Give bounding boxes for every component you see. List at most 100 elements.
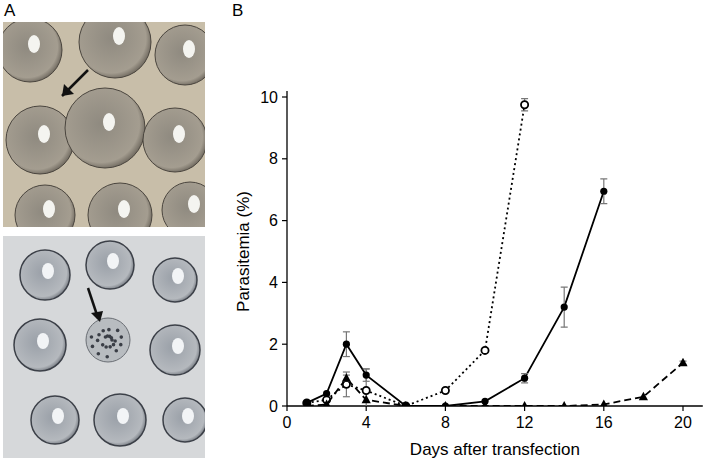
y-tick-label: 10 (260, 89, 278, 106)
error-bar-cap (363, 368, 370, 369)
cell-highlight (117, 408, 129, 424)
merozoite (105, 355, 109, 359)
data-point (322, 399, 331, 406)
y-tick-label: 4 (269, 274, 278, 291)
x-axis-label: Days after transfection (410, 440, 580, 459)
cell (86, 241, 134, 289)
micrograph-bottom (3, 236, 207, 458)
data-point (521, 375, 528, 382)
error-bar-cap (343, 396, 350, 397)
y-tick (282, 158, 287, 159)
error-bar-cap (521, 382, 528, 383)
figure: AB0481216200246810Days after transfectio… (0, 0, 709, 468)
cell-highlight (172, 268, 184, 284)
data-point (639, 392, 648, 401)
cell (94, 394, 146, 446)
y-tick-label: 6 (269, 212, 278, 229)
error-bar-cap (343, 331, 350, 332)
error-bar-cap (363, 381, 370, 382)
cell-highlight (28, 35, 40, 53)
merozoite (112, 343, 116, 347)
cell (65, 88, 145, 168)
cell-highlight (38, 125, 50, 143)
merozoite (101, 343, 105, 347)
cell-highlight (172, 338, 184, 354)
cell (163, 398, 205, 442)
data-point (323, 390, 330, 397)
x-tick-label: 20 (674, 414, 692, 431)
x-tick (445, 406, 446, 411)
data-point (401, 401, 410, 406)
cell-highlight (182, 408, 194, 424)
y-tick-label: 8 (269, 150, 278, 167)
cell-highlight (43, 200, 55, 218)
y-tick (282, 282, 287, 283)
error-bar-cap (600, 178, 607, 179)
data-point (678, 358, 687, 367)
cell-highlight (52, 408, 64, 424)
error-bar-cap (521, 373, 528, 374)
cell-highlight (183, 40, 195, 58)
cell (20, 250, 70, 300)
arrow-head (91, 311, 103, 322)
cell-highlight (188, 195, 200, 213)
merozoite (104, 345, 108, 349)
merozoite (91, 345, 95, 349)
data-point (363, 372, 370, 379)
cell (88, 183, 152, 227)
y-tick (282, 405, 287, 406)
cell-highlight (37, 333, 49, 349)
x-tick (366, 406, 367, 411)
x-tick-label: 0 (283, 414, 292, 431)
merozoite (96, 339, 100, 343)
cell (14, 319, 66, 371)
error-bar (521, 99, 528, 111)
x-tick (524, 406, 525, 411)
x-tick-label: 16 (595, 414, 613, 431)
cell-highlight (118, 200, 130, 218)
data-point (600, 188, 607, 195)
cell-highlight (173, 125, 185, 143)
y-tick-label: 2 (269, 336, 278, 353)
x-tick-label: 12 (516, 414, 534, 431)
data-point (363, 387, 370, 394)
y-axis (286, 91, 287, 406)
cell-highlight (113, 27, 125, 45)
data-point (560, 401, 569, 406)
data-point (442, 387, 449, 394)
y-tick-label: 0 (269, 398, 278, 415)
error-bar (600, 179, 607, 204)
error-bar (521, 374, 528, 383)
series-line (307, 363, 683, 406)
merozoite (119, 335, 123, 339)
cell (3, 22, 62, 82)
error-bar-cap (343, 356, 350, 357)
schizont (86, 318, 130, 362)
panel-label: B (232, 1, 243, 20)
axes: 0481216200246810 (260, 89, 703, 432)
data-point (481, 347, 488, 354)
data-point (480, 401, 489, 406)
cell (150, 325, 200, 375)
cell (153, 258, 197, 302)
error-bar-cap (561, 327, 568, 328)
y-axis-label: Parasitemia (%) (234, 191, 253, 312)
data-point (521, 101, 528, 108)
y-tick (282, 220, 287, 221)
x-tick-label: 8 (441, 414, 450, 431)
merozoite (119, 343, 123, 347)
panel-label: A (4, 1, 16, 20)
cell (162, 182, 205, 227)
merozoite (104, 335, 108, 339)
merozoite (97, 352, 101, 356)
error-bar-cap (521, 98, 528, 99)
cells (14, 241, 205, 446)
data-point (561, 304, 568, 311)
x-tick (682, 406, 683, 411)
merozoite (101, 329, 105, 333)
plot-area (302, 99, 687, 406)
cell (6, 106, 74, 174)
error-bar-cap (600, 203, 607, 204)
error-bar-cap (363, 368, 370, 369)
data-point (343, 381, 350, 388)
